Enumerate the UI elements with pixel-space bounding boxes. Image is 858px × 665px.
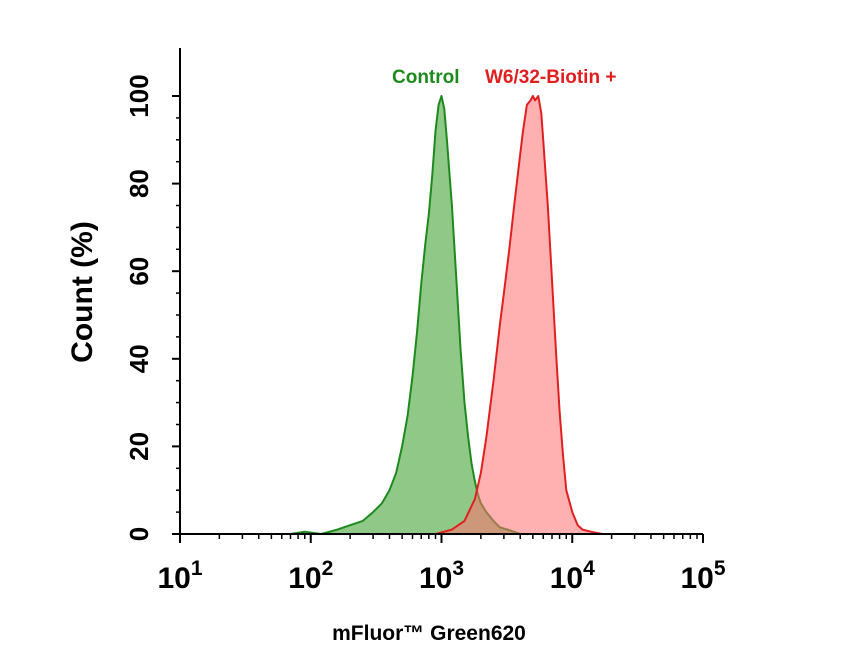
- y-tick-label: 40: [124, 344, 154, 373]
- x-axis-label: mFluor™ Green620: [332, 622, 526, 645]
- series-area-w6-32-biotin: [435, 96, 603, 534]
- x-tick-label: 103: [419, 557, 464, 595]
- y-tick-label: 60: [124, 257, 154, 286]
- y-tick-label: 0: [124, 527, 154, 541]
- x-tick-label: 102: [288, 557, 333, 595]
- x-tick-label: 104: [550, 557, 595, 595]
- legend-entry-control: Control: [392, 67, 460, 88]
- x-tick-label: 105: [680, 557, 725, 595]
- x-tick-label: 101: [157, 557, 202, 595]
- y-tick-label: 20: [124, 432, 154, 461]
- series-areas: [290, 95, 603, 535]
- y-tick-label: 80: [124, 169, 154, 198]
- y-tick-label: 100: [124, 74, 154, 117]
- legend: Control W6/32-Biotin +: [392, 67, 616, 88]
- legend-entry-w6-32-biotin: W6/32-Biotin +: [485, 67, 616, 88]
- y-axis-label: Count (%): [66, 221, 99, 363]
- series-area-control: [290, 96, 521, 534]
- series-line-w6-32-biotin: [435, 95, 603, 535]
- axes: 0 20 40 60 80 100 101 102 103 104 105: [124, 48, 726, 595]
